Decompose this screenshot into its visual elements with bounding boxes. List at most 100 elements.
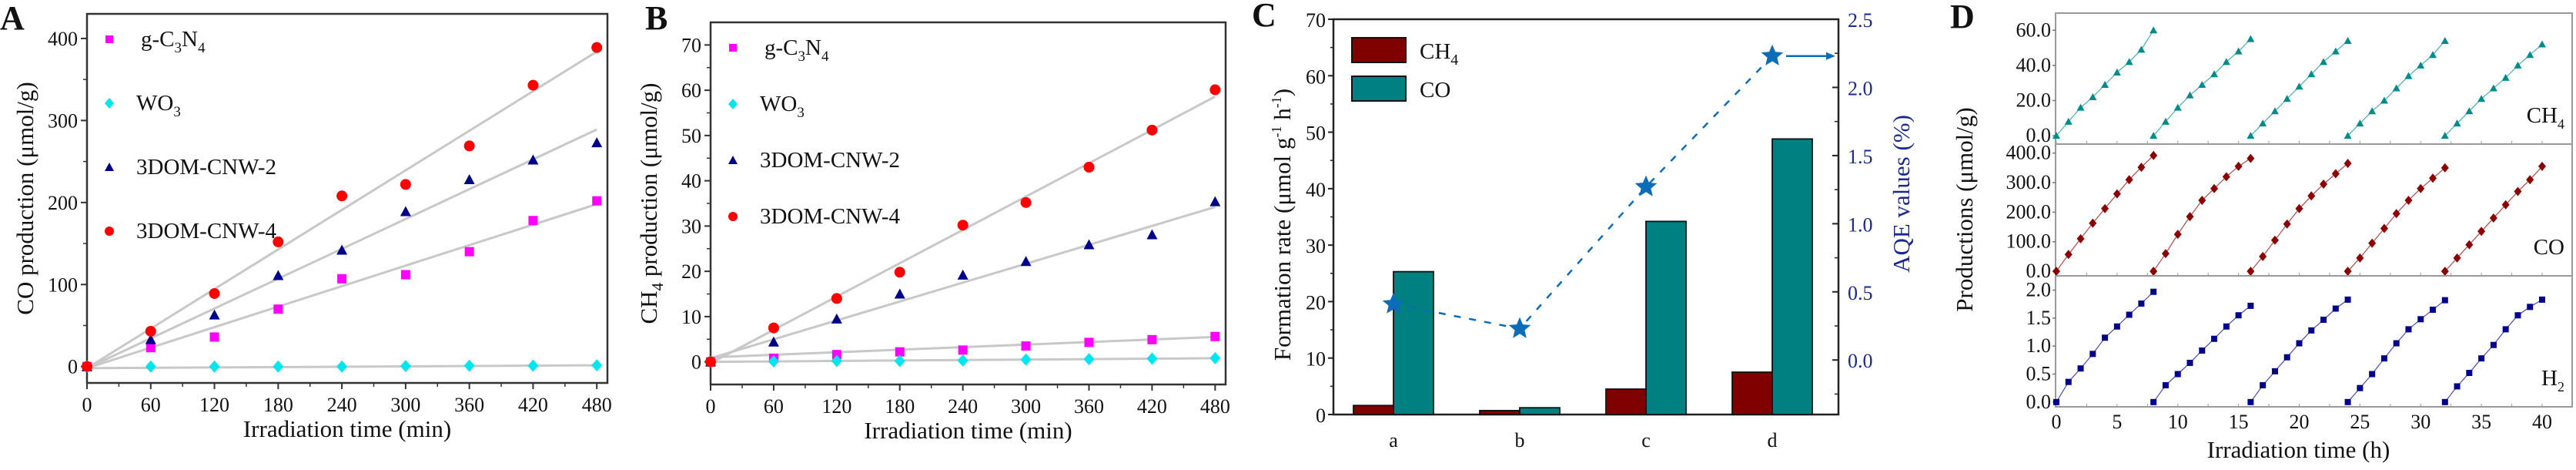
data-point-h2 bbox=[2466, 370, 2473, 377]
data-point-g-c3n4 bbox=[831, 350, 841, 360]
data-point-g-c3n4 bbox=[209, 332, 219, 342]
x-tick-label: 0 bbox=[82, 394, 92, 416]
y-tick-label: 100.0 bbox=[2006, 230, 2052, 253]
data-point-h2 bbox=[2417, 316, 2424, 323]
text-part: WO bbox=[136, 91, 173, 116]
data-point-ch4 bbox=[2453, 119, 2461, 127]
y-axis-title-group: Formation rate (μmol g-1 h-1) bbox=[1269, 89, 1296, 361]
panel-a: 0 60 120 180 240 300 360 420 480 0 100 200 300 400 g-C… bbox=[0, 0, 612, 442]
y-tick-label: 200 bbox=[48, 192, 78, 214]
data-point-co bbox=[2501, 200, 2510, 210]
data-point-g-c3n4 bbox=[464, 247, 474, 257]
x-tick-label: 300 bbox=[390, 394, 420, 416]
data-point-co bbox=[2173, 230, 2182, 240]
y-tick-label: 0.5 bbox=[2026, 362, 2052, 384]
data-point-h2 bbox=[2441, 398, 2448, 405]
data-point-3dom-cnw-2 bbox=[1083, 239, 1095, 250]
data-point-co bbox=[2076, 233, 2085, 243]
data-point-wo3 bbox=[1146, 352, 1158, 365]
panel-letter: B bbox=[645, 0, 667, 37]
data-point-co bbox=[2052, 267, 2060, 277]
text-part: Formation rate (μmol g bbox=[1269, 138, 1296, 361]
data-point-ch4 bbox=[2295, 82, 2303, 90]
data-point-ch4 bbox=[2089, 92, 2097, 100]
x-tick-label: 360 bbox=[454, 394, 484, 416]
data-point-3dom-cnw-4 bbox=[1146, 124, 1158, 136]
data-point-co bbox=[2089, 218, 2097, 228]
y-tick-label: 400 bbox=[48, 28, 78, 50]
x-tick-label: 40 bbox=[2532, 411, 2552, 433]
data-point-3dom-cnw-4 bbox=[705, 356, 716, 368]
subplot-label: CH4 bbox=[2527, 103, 2564, 132]
data-point-3dom-cnw-2 bbox=[336, 244, 348, 255]
data-point-ch4 bbox=[2246, 35, 2255, 42]
data-point-co bbox=[2331, 169, 2340, 179]
data-point-h2 bbox=[2211, 335, 2218, 342]
data-point-h2 bbox=[2089, 351, 2096, 358]
data-point-h2 bbox=[2283, 354, 2290, 361]
legend-label: CO bbox=[1420, 78, 1450, 102]
subscript: 2 bbox=[2558, 379, 2564, 394]
y-tick-label: 60.0 bbox=[2016, 18, 2052, 41]
x-tick-label: 10 bbox=[2168, 411, 2188, 433]
legend-marker bbox=[105, 35, 113, 43]
data-point-3dom-cnw-2 bbox=[463, 174, 475, 185]
data-point-ch4 bbox=[2076, 103, 2085, 111]
data-point-ch4 bbox=[2198, 80, 2206, 88]
text-part: g-C bbox=[764, 35, 798, 60]
data-point-g-c3n4 bbox=[592, 196, 602, 206]
y-tick-label: 100 bbox=[48, 274, 78, 296]
data-point-3dom-cnw-4 bbox=[82, 361, 92, 372]
data-point-h2 bbox=[2138, 300, 2145, 307]
data-point-3dom-cnw-4 bbox=[591, 42, 603, 53]
data-point-h2 bbox=[2332, 305, 2339, 312]
y-axis-title: Formation rate (μmol g-1 h-1) bbox=[1269, 89, 1296, 361]
panel-b: 0 60 120 180 240 300 360 420 480 0 10 20 30 40 50 60 70 g… bbox=[635, 0, 1230, 444]
text-part: 3DOM-CNW-4 bbox=[136, 219, 277, 243]
y2-axis-title: AQE values (%) bbox=[1888, 115, 1915, 273]
text-part: 3DOM-CNW-2 bbox=[136, 155, 276, 180]
x-tick-label: 0 bbox=[706, 395, 716, 418]
panel-letter: A bbox=[0, 0, 25, 37]
data-point-h2 bbox=[2490, 341, 2497, 348]
data-point-3dom-cnw-2 bbox=[400, 206, 411, 217]
y-tick-label: 70 bbox=[681, 34, 701, 56]
data-point-h2 bbox=[2441, 297, 2448, 304]
category-label: c bbox=[1641, 429, 1651, 452]
x-tick-label: 180 bbox=[263, 394, 293, 416]
y-tick-label: 30 bbox=[1306, 235, 1326, 257]
data-point-ch4 bbox=[2404, 72, 2413, 79]
data-point-ch4 bbox=[2429, 51, 2437, 59]
data-point-3dom-cnw-2 bbox=[831, 313, 842, 324]
y2-tick-label: 0.5 bbox=[1848, 282, 1873, 304]
data-point-3dom-cnw-4 bbox=[1020, 196, 1032, 208]
data-point-3dom-cnw-4 bbox=[336, 190, 348, 202]
data-point-co bbox=[2283, 219, 2291, 229]
x-tick-label: 25 bbox=[2350, 411, 2370, 433]
bar-co-c bbox=[1645, 220, 1687, 415]
category-label: a bbox=[1389, 429, 1398, 452]
data-point-wo3 bbox=[463, 359, 475, 372]
legend-marker bbox=[105, 98, 114, 109]
data-point-h2 bbox=[2186, 359, 2193, 366]
data-point-wo3 bbox=[1083, 353, 1095, 366]
cycle-line-co bbox=[2347, 167, 2446, 272]
x-tick-label: 120 bbox=[199, 394, 229, 416]
superscript: -1 bbox=[1269, 126, 1284, 138]
data-point-co bbox=[2404, 196, 2413, 206]
legend-swatch bbox=[1351, 37, 1407, 63]
x-tick-label: 120 bbox=[821, 395, 851, 418]
data-point-co bbox=[2343, 159, 2352, 169]
y-tick-label: 0 bbox=[691, 351, 701, 374]
subscript: 3 bbox=[797, 105, 805, 121]
text-part: g-C bbox=[141, 27, 175, 52]
x-tick-label: 5 bbox=[2112, 411, 2122, 433]
data-point-co bbox=[2222, 172, 2230, 182]
text-part: CH bbox=[2527, 103, 2558, 128]
subscript: 3 bbox=[175, 40, 182, 56]
data-point-3dom-cnw-4 bbox=[463, 140, 475, 152]
data-point-3dom-cnw-4 bbox=[527, 79, 539, 91]
data-point-ch4 bbox=[2149, 26, 2158, 34]
data-point-h2 bbox=[2260, 382, 2267, 389]
data-point-g-c3n4 bbox=[1084, 337, 1094, 347]
